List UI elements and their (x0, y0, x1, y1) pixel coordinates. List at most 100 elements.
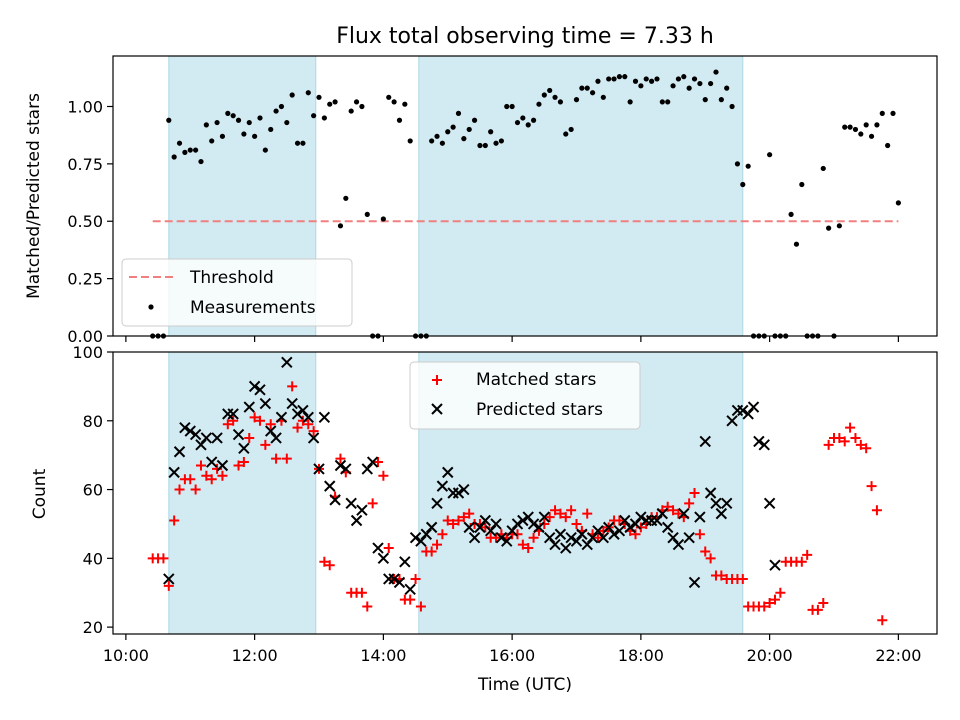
predicted-star-point-109 (747, 401, 760, 413)
matched-legend-label: Matched stars (476, 370, 596, 390)
measurement-point-135 (874, 122, 880, 128)
measurement-point-109 (734, 161, 741, 167)
predicted-star-point-15 (243, 401, 255, 413)
predicted-star-point-85 (619, 514, 631, 527)
predicted-star-point-24 (291, 408, 304, 420)
predicted-star-point-28 (313, 463, 325, 475)
predicted-star-point-3 (179, 421, 191, 434)
measurement-point-33 (327, 101, 333, 107)
matched-star-point-54 (437, 529, 448, 540)
matched-star-point-56 (448, 518, 459, 529)
predicted-star-point-38 (366, 456, 379, 468)
matched-star-point-83 (592, 532, 603, 543)
matched-star-point-53 (432, 539, 443, 550)
predicted-star-point-59 (479, 514, 492, 527)
predicted-star-point-2 (173, 446, 186, 458)
measurement-point-76 (557, 99, 564, 105)
measurement-point-22 (268, 126, 274, 133)
measurement-point-27 (294, 140, 301, 146)
matched-star-point-49 (410, 573, 421, 584)
matched-star-point-59 (464, 508, 475, 519)
measurement-point-6 (182, 149, 188, 155)
matched-star-point-3 (163, 580, 174, 591)
predicted-star-point-27 (307, 432, 320, 444)
measurement-point-13 (219, 133, 226, 139)
predicted-star-point-102 (710, 497, 722, 510)
matched-star-point-103 (700, 546, 711, 557)
predicted-legend-swatch (431, 403, 443, 415)
predicted-star-point-97 (683, 531, 695, 544)
top-y-tick-label-1: 0.25 (67, 270, 103, 289)
predicted-star-point-25 (297, 404, 309, 417)
predicted-star-point-77 (576, 528, 588, 540)
predicted-star-point-108 (742, 408, 754, 420)
matched-star-point-42 (373, 457, 384, 468)
predicted-star-point-62 (495, 531, 508, 544)
measurement-point-90 (632, 78, 639, 84)
predicted-star-point-49 (425, 521, 438, 534)
matched-star-point-26 (287, 381, 298, 392)
measurement-point-62 (482, 142, 488, 149)
measurement-point-95 (659, 99, 665, 105)
predicted-star-point-37 (361, 463, 373, 475)
matched-star-point-57 (453, 515, 464, 526)
matched-star-point-102 (694, 529, 705, 540)
measurement-point-99 (681, 74, 687, 80)
matched-star-point-81 (582, 508, 593, 519)
top-y-tick-label-0: 0.00 (67, 327, 103, 346)
predicted-star-point-20 (270, 432, 282, 444)
top-y-axis: 0.00 0.25 0.50 0.75 1.00 (67, 97, 113, 346)
measurement-point-119 (788, 211, 794, 217)
matched-star-point-106 (716, 570, 727, 581)
measurement-point-9 (198, 158, 204, 165)
matched-star-point-136 (877, 615, 888, 626)
matched-star-point-9 (195, 460, 206, 471)
measurement-point-40 (364, 211, 370, 217)
bottom-y-tick-label-4: 100 (72, 343, 103, 362)
predicted-star-point-14 (238, 442, 250, 455)
measurement-point-47 (402, 101, 408, 107)
measurement-point-4 (171, 154, 177, 160)
matched-star-point-21 (260, 439, 271, 450)
measurement-point-94 (654, 76, 660, 82)
predicted-star-point-44 (399, 556, 411, 568)
matched-star-point-117 (775, 587, 786, 598)
measurement-point-43 (380, 216, 386, 222)
matched-legend-swatch (432, 375, 442, 385)
matched-star-point-79 (571, 518, 582, 529)
matched-star-point-96 (662, 501, 673, 512)
matched-star-point-135 (871, 505, 882, 516)
measurement-point-126 (826, 225, 832, 231)
measurement-point-96 (665, 99, 671, 105)
predicted-star-point-26 (302, 411, 314, 424)
matched-star-point-22 (265, 419, 276, 430)
predicted-star-point-70 (538, 511, 551, 523)
predicted-star-point-31 (329, 494, 341, 506)
measurement-point-39 (359, 103, 365, 110)
matched-star-point-48 (405, 594, 416, 605)
measurement-point-121 (799, 181, 805, 188)
matched-star-point-40 (362, 601, 373, 612)
measurement-point-60 (471, 117, 478, 123)
predicted-star-point-45 (404, 583, 416, 596)
measurement-point-23 (273, 108, 279, 114)
measurement-point-64 (493, 140, 499, 146)
top-plot-frame (112, 55, 938, 337)
matched-star-point-29 (303, 419, 314, 430)
bottom-legend-box (409, 361, 641, 430)
predicted-star-point-21 (275, 411, 288, 424)
predicted-star-point-93 (661, 521, 674, 534)
predicted-star-point-98 (688, 576, 701, 589)
measurement-point-36 (343, 195, 349, 201)
measurement-point-56 (450, 124, 456, 130)
measurement-point-38 (353, 99, 360, 105)
predicted-star-point-30 (324, 480, 336, 492)
predicted-star-point-16 (248, 380, 261, 393)
measurement-point-28 (300, 140, 306, 146)
bottom-y-tick-label-2: 60 (83, 481, 103, 500)
predicted-star-point-57 (468, 531, 481, 544)
measurement-point-48 (407, 138, 413, 144)
bottom-x-tick-label-1: 12:00 (232, 646, 278, 665)
matched-star-point-50 (415, 601, 426, 612)
